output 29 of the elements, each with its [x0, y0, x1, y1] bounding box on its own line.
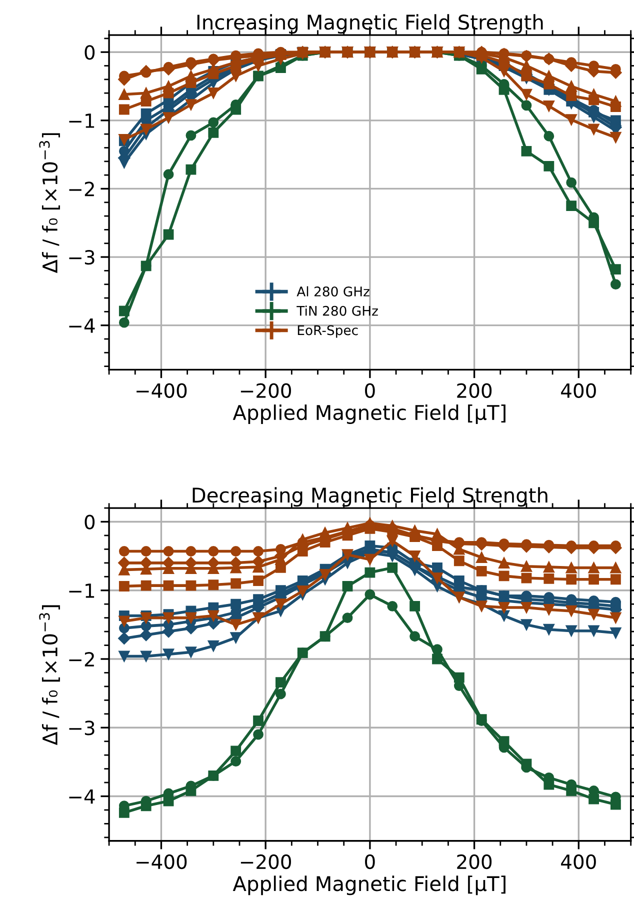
y-axis-title: Δf / f₀ [×10$^{−3}$]: [39, 605, 60, 746]
x-tick-label: −400: [136, 383, 187, 398]
x-tick-label: −200: [240, 383, 291, 398]
y-tick-label: −3: [69, 250, 94, 265]
x-tick-label: 400: [561, 383, 596, 398]
legend-label: Al 280 GHz: [296, 286, 370, 296]
chart-title: Increasing Magnetic Field Strength: [197, 14, 543, 34]
y-tick-label: −2: [69, 182, 94, 196]
y-tick-label: −1: [69, 584, 94, 598]
x-tick-label: 200: [457, 854, 492, 870]
y-tick-label: −3: [69, 720, 94, 736]
legend-label: EoR-Spec: [298, 325, 358, 338]
y-axis-title: Δf / f₀ [×10$^{−3}$]: [39, 133, 60, 274]
x-tick-label: 0: [365, 383, 375, 398]
legend-label: TiN 280 GHz: [296, 306, 378, 316]
y-tick-label: 0: [84, 514, 95, 530]
x-axis-title: Applied Magnetic Field [μT]: [232, 876, 506, 896]
y-tick-label: −4: [69, 789, 95, 804]
x-tick-label: 200: [457, 383, 492, 398]
x-tick-label: 400: [561, 854, 596, 870]
chart-title: Decreasing Magnetic Field Strength: [192, 487, 548, 507]
x-tick-label: 0: [365, 854, 375, 870]
x-tick-label: −200: [240, 854, 291, 870]
y-tick-label: −4: [69, 318, 95, 333]
x-axis-title: Applied Magnetic Field [μT]: [232, 404, 506, 424]
y-tick-label: −1: [69, 114, 94, 128]
y-tick-label: 0: [84, 45, 95, 60]
x-tick-label: −400: [136, 854, 187, 870]
y-tick-label: −2: [69, 652, 94, 666]
